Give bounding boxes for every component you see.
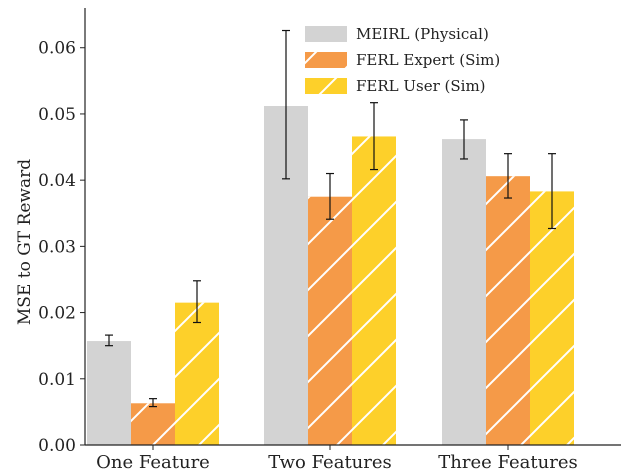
axes-group: One Feature Two Features Three Features 0.0… bbox=[38, 8, 621, 472]
bar-hatch bbox=[530, 191, 574, 445]
legend-swatch bbox=[305, 26, 347, 42]
legend-label: MEIRL (Physical) bbox=[356, 25, 489, 43]
bar-hatch bbox=[486, 176, 530, 446]
bar-hatch bbox=[308, 196, 352, 445]
x-tick-label: One Feature bbox=[96, 452, 210, 472]
x-tick-label: Three Features bbox=[438, 452, 577, 472]
y-axis-label: MSE to GT Reward bbox=[15, 159, 35, 325]
y-tick-label: 0.01 bbox=[38, 370, 76, 390]
error-bars-group bbox=[105, 29, 556, 408]
bar bbox=[442, 139, 486, 445]
bar bbox=[87, 341, 131, 445]
legend-swatch-hatch bbox=[305, 78, 347, 94]
legend: MEIRL (Physical) FERL Expert (Sim) FERL Us… bbox=[305, 25, 500, 95]
legend-swatch-hatch bbox=[305, 52, 347, 68]
y-tick-label: 0.00 bbox=[38, 436, 76, 456]
bar-hatch bbox=[175, 302, 219, 445]
bar-hatch bbox=[131, 403, 175, 445]
y-tick-label: 0.06 bbox=[38, 39, 76, 59]
y-tick-label: 0.05 bbox=[38, 105, 76, 125]
bar-hatch bbox=[352, 136, 396, 445]
x-tick-label: Two Features bbox=[268, 452, 392, 472]
bars-group bbox=[87, 105, 574, 446]
y-tick-label: 0.03 bbox=[38, 237, 76, 257]
legend-label: FERL Expert (Sim) bbox=[356, 51, 500, 69]
y-tick-label: 0.04 bbox=[38, 171, 76, 191]
legend-label: FERL User (Sim) bbox=[356, 77, 486, 95]
y-tick-label: 0.02 bbox=[38, 304, 76, 324]
